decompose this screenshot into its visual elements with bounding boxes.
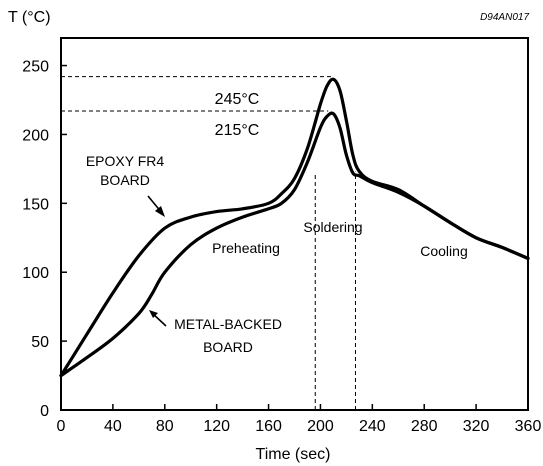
soldering-label: Soldering xyxy=(303,219,362,235)
y-tick-label: 100 xyxy=(22,265,49,282)
epoxy-label-line1: EPOXY FR4 xyxy=(86,153,165,169)
peak-label-245: 245°C xyxy=(215,91,260,108)
y-tick-label: 250 xyxy=(22,59,49,76)
preheating-label: Preheating xyxy=(212,240,280,256)
y-tick-label: 150 xyxy=(22,196,49,213)
epoxy-label-line2: BOARD xyxy=(100,172,150,188)
y-tick-label: 200 xyxy=(22,127,49,144)
x-tick-label: 280 xyxy=(411,418,438,435)
x-tick-label: 40 xyxy=(104,418,122,435)
x-axis-title: Time (sec) xyxy=(256,446,331,463)
x-tick-label: 320 xyxy=(463,418,490,435)
peak-label-215: 215°C xyxy=(215,122,260,139)
y-tick-label: 0 xyxy=(40,403,49,420)
y-axis-title: T (°C) xyxy=(8,9,51,26)
metal-backed-curve xyxy=(59,111,530,378)
x-tick-label: 120 xyxy=(203,418,230,435)
x-tick-label: 360 xyxy=(515,418,542,435)
x-tick-label: 160 xyxy=(255,418,282,435)
epoxy-arrow xyxy=(147,195,165,217)
plot-frame xyxy=(60,37,529,411)
metal-label-line1: METAL-BACKED xyxy=(174,316,282,332)
x-tick-label: 0 xyxy=(57,418,66,435)
y-tick-label: 50 xyxy=(31,334,49,351)
metal-arrow xyxy=(149,310,167,327)
x-tick-label: 80 xyxy=(156,418,174,435)
x-tick-label: 240 xyxy=(359,418,386,435)
x-tick-label: 200 xyxy=(307,418,334,435)
figure-code: D94AN017 xyxy=(480,12,529,23)
metal-label-line2: BOARD xyxy=(203,339,253,355)
cooling-label: Cooling xyxy=(420,243,467,259)
